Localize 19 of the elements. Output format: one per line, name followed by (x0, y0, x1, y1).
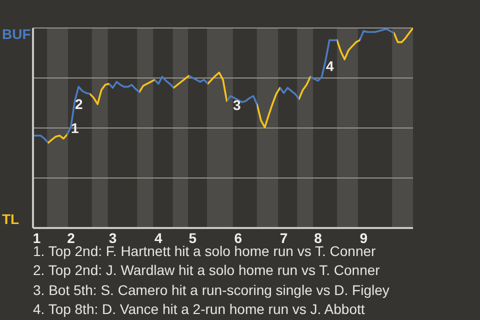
text: 4. Top 8th: D. Vance hit a 2-run home run vs J. Abbott (33, 300, 366, 319)
text: 2. Top 2nd: J. Wardlaw hit a solo home run vs T. Conner (33, 261, 381, 280)
x-tick-label: 4 (154, 230, 162, 246)
annotation: 1 (71, 120, 79, 137)
x-tick-label: 1 (32, 230, 41, 246)
annotation: 4 (326, 58, 334, 75)
x-tick-label: 2 (67, 230, 76, 246)
x-tick-label: 3 (108, 230, 117, 246)
text: BUF (2, 26, 31, 42)
x-tick-label: 8 (314, 230, 322, 246)
annotation: 2 (75, 96, 83, 113)
x-tick-label: 6 (234, 230, 242, 246)
x-tick-label: 5 (188, 230, 197, 246)
x-tick-label: 7 (280, 230, 288, 246)
text: 3. Bot 5th: S. Camero hit a run-scoring single vs D. Figley (33, 280, 390, 300)
text: TL (2, 211, 20, 227)
x-tick-label: 9 (360, 230, 368, 246)
text: 1. Top 2nd: F. Hartnett hit a solo home run vs T. Conner (33, 243, 377, 261)
annotation: 3 (233, 97, 241, 114)
